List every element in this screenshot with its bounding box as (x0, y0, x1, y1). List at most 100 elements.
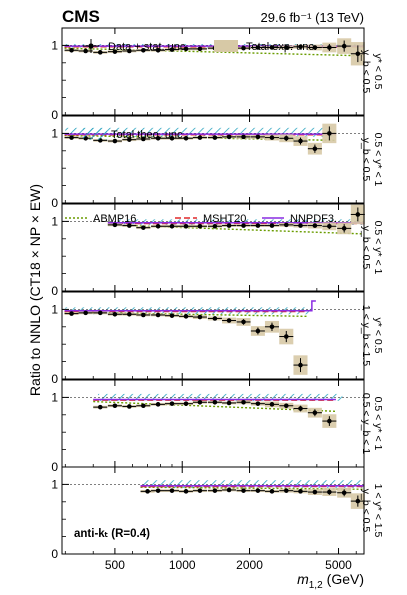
legend-pdf-label: ABMP16 (93, 213, 136, 225)
panel-frame (61, 203, 365, 292)
panel-5: 0 1 0.5 < y* < 10.5 < y_b < 1 (51, 379, 384, 474)
panel-frame (61, 27, 365, 116)
data-point (355, 212, 361, 217)
abmp16-curve (107, 224, 365, 235)
y-tick-label: 1 (51, 214, 58, 228)
x-axis-var: m (297, 571, 309, 587)
data-point (283, 45, 289, 50)
y-tick-label: 0 (51, 372, 58, 386)
data-point (183, 401, 189, 406)
bin-label-ystar: 0.5 < y* < 1 (372, 133, 384, 187)
data-point (226, 134, 232, 140)
luminosity-label: 29.6 fb⁻¹ (13 TeV) (261, 10, 364, 25)
abmp16-curve (93, 400, 336, 413)
data-point (127, 137, 132, 142)
bin-label-yb: y_b < 0.5 (360, 226, 372, 270)
bin-label: 0.5 < y* < 1y_b < 0.5 (360, 221, 384, 275)
legend-data-marker (88, 43, 94, 49)
data-point (283, 403, 289, 409)
bin-label-yb: 1 < y_b < 1.5 (360, 305, 372, 366)
theory-uncertainty-band (140, 480, 364, 488)
data-point (241, 45, 246, 51)
data-point (327, 418, 332, 424)
data-point (197, 223, 203, 229)
data-point (197, 314, 203, 320)
data-point (127, 404, 132, 409)
data-point (69, 135, 74, 140)
data-point (112, 222, 118, 228)
data-point (241, 223, 246, 228)
bin-label-ystar: 1 < y* < 1.5 (372, 484, 384, 538)
bin-label-ystar: 0.5 < y* < 1 (372, 397, 384, 451)
data-point (169, 401, 175, 406)
data-point (155, 488, 161, 493)
x-tick-label: 2000 (236, 558, 263, 572)
data-point (269, 135, 275, 140)
data-point (69, 47, 74, 53)
data-point (312, 410, 318, 416)
panel-3: 0 1 0.5 < y* < 1y_b < 0.5 (51, 203, 384, 298)
data-point (355, 51, 361, 57)
data-point (226, 400, 232, 406)
data-point (197, 488, 203, 493)
y-tick-label: 0 (51, 196, 58, 210)
data-point (141, 47, 146, 53)
data-point (283, 222, 289, 228)
panels: 01y* < 0.5y_b < 0.501 0.5 < y* < 1y_b < 0… (51, 27, 384, 572)
legend-exp-label: Total exp. unc. (246, 41, 317, 53)
data-point (212, 135, 218, 140)
data-point (312, 223, 318, 228)
data-point (226, 318, 232, 323)
data-point (97, 50, 103, 55)
y-tick-label: 1 (51, 126, 58, 140)
x-axis-title: m1,2 (GeV) (297, 571, 364, 591)
panel-frame (61, 291, 365, 380)
data-point (226, 487, 232, 493)
algorithm-label: anti-kₜ (R=0.4) (74, 528, 150, 540)
data-point (212, 223, 218, 229)
data-point (269, 402, 275, 407)
data-point (112, 403, 118, 409)
data-point (183, 135, 189, 141)
data-point (341, 490, 347, 496)
data-point (255, 134, 261, 140)
bin-label-yb: y_b < 0.5 (360, 489, 372, 533)
data-point (69, 311, 74, 316)
data-point (312, 146, 318, 152)
data-point (269, 45, 275, 50)
data-point (141, 403, 146, 409)
data-point (255, 328, 261, 334)
legend-data-label: Data + stat. unc. (108, 41, 188, 53)
data-point (112, 311, 118, 317)
data-point (97, 310, 103, 316)
data-point (312, 45, 318, 50)
bin-label-yb: 0.5 < y_b < 1 (360, 393, 372, 454)
data-point (226, 223, 232, 228)
y-tick-label: 1 (51, 38, 58, 52)
data-point (298, 489, 303, 494)
data-point (312, 489, 318, 495)
data-point (127, 311, 132, 317)
bin-label-yb: y_b < 0.5 (360, 138, 372, 182)
panel-4: 0 1 y* < 0.51 < y_b < 1.5 (51, 291, 384, 386)
data-point (169, 135, 175, 141)
bin-label: 0.5 < y* < 10.5 < y_b < 1 (360, 393, 384, 454)
data-point (183, 46, 189, 52)
panel-frame (61, 115, 365, 204)
x-tick-label: 1000 (169, 558, 196, 572)
data-point (341, 226, 347, 231)
data-point (212, 488, 218, 493)
x-axis-unit: (GeV) (327, 571, 364, 587)
bin-label-ystar: y* < 0.5 (372, 318, 384, 354)
data-point (197, 135, 203, 140)
data-point (241, 488, 246, 493)
data-point (327, 45, 332, 50)
data-point (327, 489, 332, 495)
data-point (298, 138, 303, 144)
theory-uncertainty-band (65, 127, 335, 137)
data-point (127, 223, 132, 228)
bin-label-ystar: y* < 0.5 (372, 54, 384, 90)
data-point (212, 399, 218, 405)
data-point (145, 489, 150, 494)
y-tick-label: 1 (51, 390, 58, 404)
